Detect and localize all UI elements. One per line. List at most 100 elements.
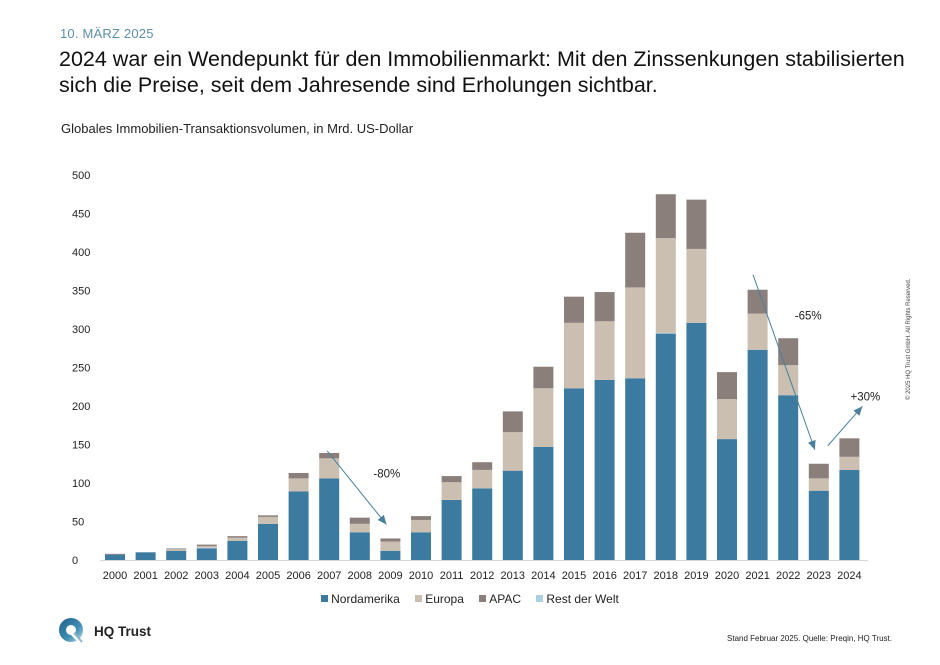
bar-stack-2024 [839,438,860,560]
y-tick-label: 50 [72,517,84,529]
annotation-label: -65% [795,311,822,323]
bar-stack-2010 [411,516,431,560]
bar-nordamerika-2000 [105,554,125,560]
bar-nordamerika-2008 [349,532,370,560]
publication-date: 10. MÄRZ 2025 [60,26,154,41]
bar-stack-2021 [747,289,768,560]
x-tick-label: 2017 [623,570,647,582]
y-tick-label: 250 [72,363,90,375]
x-tick-label: 2007 [317,570,341,582]
bar-stack-2019 [686,199,707,560]
bar-europa-2019 [686,248,707,323]
bar-stack-2007 [319,452,340,560]
x-tick-label: 2023 [807,570,831,582]
bar-europa-2003 [196,546,217,548]
trend-arrow-2-line [752,274,816,450]
x-tick-label: 2018 [654,570,678,582]
bar-europa-2023 [808,478,829,491]
bar-nordamerika-2014 [533,446,554,560]
bar-europa-2007 [319,458,340,479]
bar-nordamerika-2009 [380,550,401,560]
annotations: -80% -65% +30% [326,274,880,525]
bar-nordamerika-2018 [655,333,676,560]
x-tick-label: 2022 [776,570,800,582]
bars [105,194,860,560]
legend-swatch-rest-der-welt [536,595,544,602]
bar-europa-2004 [227,537,248,541]
y-tick-label: 200 [72,401,90,413]
trend-arrow-1 [326,450,387,525]
bar-stack-2012 [472,462,493,560]
legend-label: APAC [489,592,522,606]
bar-apac-2015 [564,296,584,323]
bar-nordamerika-2005 [258,523,278,560]
logo-text: HQ Trust [94,623,152,639]
x-tick-label: 2011 [440,570,464,582]
chart-subtitle: Globales Immobilien-Transaktionsvolumen,… [61,121,414,136]
trend-arrow-1-head [377,514,387,525]
bar-nordamerika-2010 [411,532,431,560]
bar-apac-2004 [227,536,248,538]
legend-swatch-europa [415,595,423,602]
bar-stack-2003 [196,544,217,560]
bar-stack-2005 [258,515,278,560]
legend-swatch-apac [479,595,487,602]
trend-arrow-3-head [853,406,863,416]
x-tick-label: 2020 [715,570,739,582]
bar-europa-2024 [839,456,860,470]
bar-stack-2002 [166,548,187,560]
x-tick-label: 2006 [286,570,310,582]
bar-europa-2002 [166,549,187,551]
copyright-note: © 2025 HQ Trust GmbH. All Rights Reserve… [906,278,912,400]
bar-apac-2014 [533,366,554,389]
bar-nordamerika-2017 [625,378,646,560]
x-tick-label: 2016 [592,570,616,582]
legend-item-apac: APAC [479,592,521,606]
bar-apac-2011 [441,476,462,483]
bar-apac-2002 [166,548,187,550]
bar-stack-2011 [441,476,462,560]
y-tick-label: 150 [72,440,90,452]
bar-apac-2018 [655,194,676,239]
bar-stack-2018 [655,194,676,560]
bar-europa-2015 [564,322,584,389]
source-note: Stand Februar 2025. Quelle: Preqin, HQ T… [727,634,892,643]
bar-nordamerika-2024 [839,469,860,560]
x-tick-label: 2008 [348,570,372,582]
trend-arrow-2 [752,274,816,450]
legend-item-europa: Europa [415,592,464,606]
bar-apac-2023 [808,463,829,479]
bar-europa-2020 [717,399,737,440]
bar-stack-2001 [135,552,156,560]
bar-europa-2017 [625,287,646,379]
x-tick-label: 2014 [531,570,555,582]
bar-nordamerika-2012 [472,488,493,560]
y-tick-label: 500 [72,170,90,182]
bar-europa-2011 [441,482,462,500]
bar-apac-2024 [839,438,860,457]
bar-nordamerika-2007 [319,478,340,560]
x-tick-label: 2001 [133,570,157,582]
legend-item-rest-der-welt: Rest der Welt [536,592,619,606]
x-axis: 2000 2001 2002 2003 2004 2005 2006 2007 2008 2009… [103,570,862,582]
bar-apac-2006 [288,472,309,479]
bar-nordamerika-2002 [166,550,187,560]
bar-stack-2023 [808,463,829,560]
bar-stack-2015 [564,296,584,560]
bar-apac-2021 [747,289,768,314]
bar-rest-der-welt-2003 [196,547,217,549]
bar-europa-2012 [472,469,493,489]
bar-europa-2016 [594,321,615,380]
trend-arrow-3 [827,406,863,447]
bar-nordamerika-2011 [441,499,462,560]
x-tick-label: 2012 [470,570,494,582]
x-tick-label: 2019 [684,570,708,582]
bar-nordamerika-2006 [288,491,309,560]
legend: Nordamerika Europa APAC Rest der Welt [0,592,940,606]
hq-trust-logo: HQ Trust [58,617,151,645]
bar-nordamerika-2001 [135,552,156,560]
y-tick-label: 450 [72,209,90,221]
bar-europa-2009 [380,541,401,551]
x-tick-label: 2013 [501,570,525,582]
bar-apac-2009 [380,538,401,542]
